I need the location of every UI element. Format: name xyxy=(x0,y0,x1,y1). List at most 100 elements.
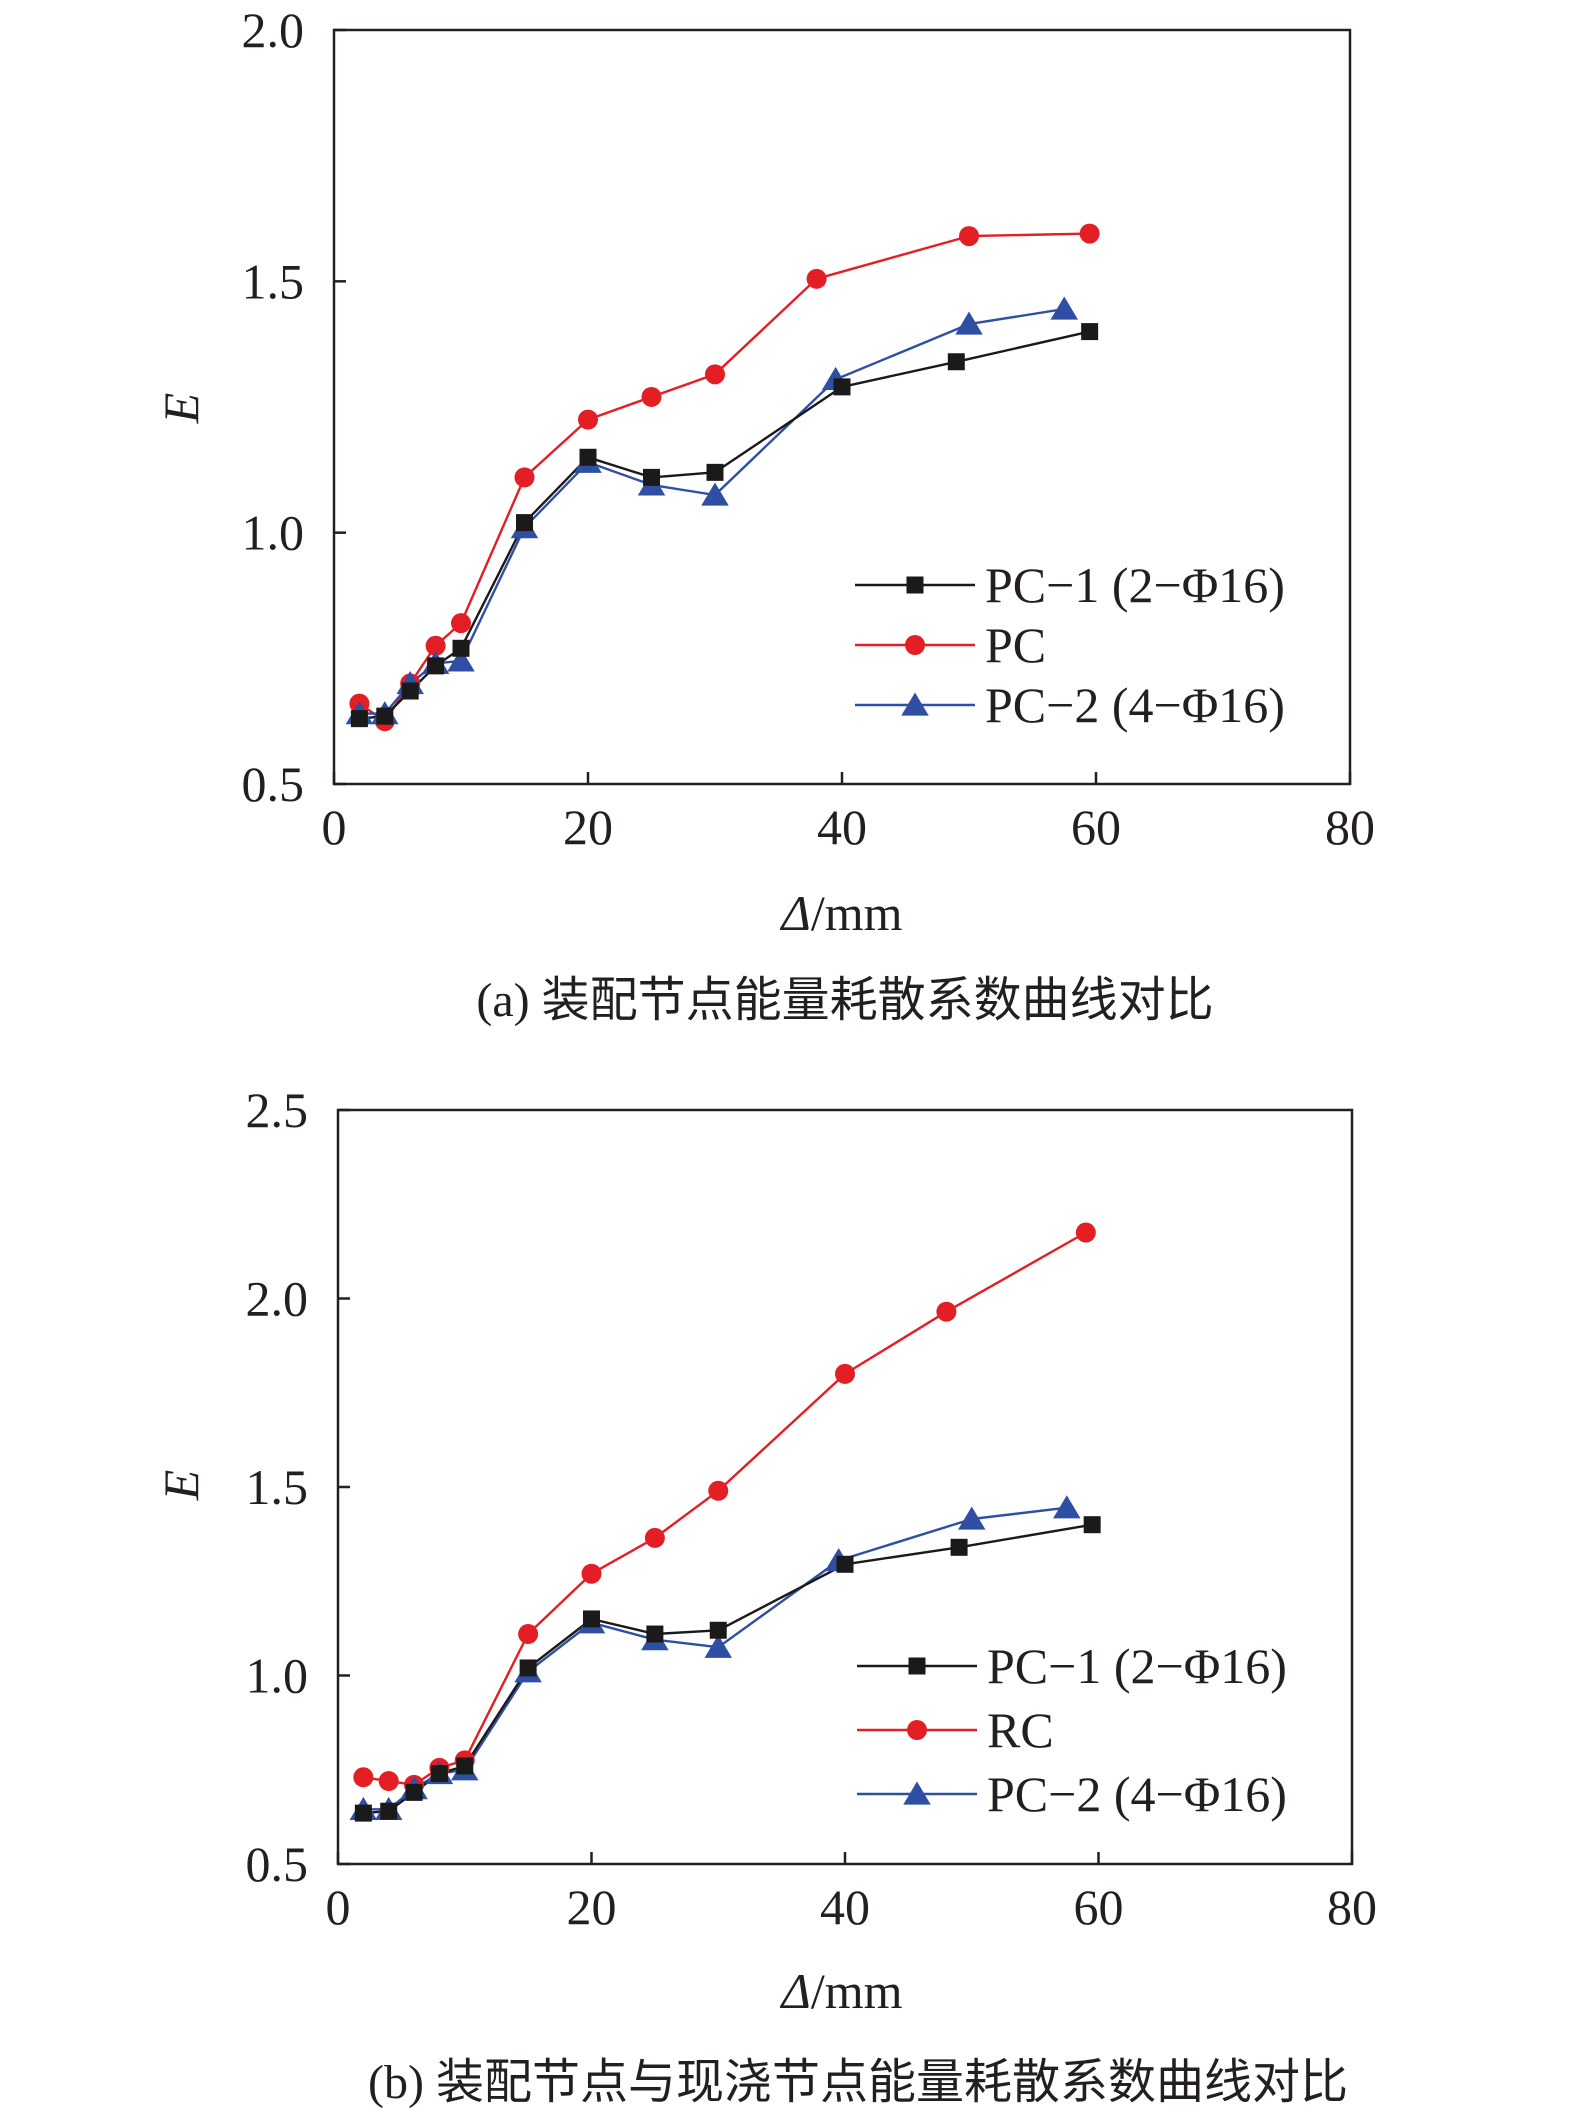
caption-b: (b) 装配节点与现浇节点能量耗散系数曲线对比 xyxy=(368,2056,1348,2109)
data-point xyxy=(936,1301,957,1322)
data-point xyxy=(427,657,445,675)
series-markers-circle xyxy=(353,1222,1096,1795)
data-point xyxy=(405,1783,423,1801)
y-tick-label: 1.0 xyxy=(246,1648,309,1704)
x-tick-label: 20 xyxy=(563,799,613,855)
data-point xyxy=(1083,1516,1101,1534)
plot-area-frame xyxy=(332,28,1352,786)
x-axis-label: Δ/mm xyxy=(779,885,902,941)
x-tick-label: 80 xyxy=(1325,799,1375,855)
data-point xyxy=(947,353,965,371)
data-point xyxy=(704,1634,732,1658)
data-point xyxy=(1053,1495,1081,1519)
legend-swatch-marker xyxy=(907,1720,927,1740)
data-point xyxy=(579,448,597,466)
legend-entry: PC−1 (2−Φ16) xyxy=(857,1638,1287,1694)
data-point xyxy=(1075,1222,1096,1243)
data-point xyxy=(452,639,470,657)
x-tick-label: 0 xyxy=(322,799,347,855)
data-point xyxy=(350,710,368,728)
legend-swatch-marker xyxy=(901,692,929,716)
x-tick-label: 60 xyxy=(1071,799,1121,855)
legend-entry: PC−2 (4−Φ16) xyxy=(855,677,1285,733)
x-axis-label-symbol: Δ xyxy=(779,1963,810,2019)
data-point xyxy=(516,514,533,532)
data-point xyxy=(376,707,394,725)
legend-label: PC−1 (2−Φ16) xyxy=(985,557,1285,613)
data-point xyxy=(643,468,660,486)
data-point xyxy=(950,1538,968,1556)
legend-swatch-marker xyxy=(903,1781,931,1805)
series-line-square xyxy=(359,330,1090,720)
data-point xyxy=(378,1771,399,1792)
x-tick-label: 0 xyxy=(326,1879,351,1935)
legend-label: PC−2 (4−Φ16) xyxy=(985,677,1285,733)
legend-label: RC xyxy=(987,1702,1054,1758)
chart-panel-b: 0 20 40 60 800.51.01.52.02.5 PC−1 (2−Φ16)RCP… xyxy=(153,1082,1377,2109)
data-point xyxy=(354,1804,372,1822)
series-markers-square xyxy=(354,1516,1101,1822)
caption-a: (a) 装配节点能量耗散系数曲线对比 xyxy=(476,974,1213,1027)
x-tick-label: 20 xyxy=(567,1879,617,1935)
series-markers-triangle xyxy=(345,296,1078,725)
legend-swatch-marker xyxy=(908,1657,926,1675)
y-axis-label: E xyxy=(153,1470,209,1502)
data-point xyxy=(959,226,979,247)
data-point xyxy=(456,1757,474,1775)
data-point xyxy=(955,311,983,335)
data-point xyxy=(425,635,446,656)
data-point xyxy=(380,1802,398,1820)
legend-entry: RC xyxy=(857,1702,1054,1758)
series-markers-square xyxy=(350,323,1099,728)
legend: PC−1 (2−Φ16) RC PC−2 (4−Φ16) xyxy=(857,1638,1287,1822)
legend-swatch-marker xyxy=(906,576,924,594)
data-point xyxy=(709,1621,727,1639)
data-point xyxy=(578,409,598,430)
data-point xyxy=(1081,323,1099,341)
x-tick-label: 40 xyxy=(817,799,867,855)
data-point xyxy=(644,1527,665,1548)
data-point xyxy=(835,1363,855,1384)
x-axis-label: Δ/mm xyxy=(779,1963,902,2019)
y-tick-label: 2.0 xyxy=(242,2,305,58)
data-point xyxy=(581,1563,602,1584)
data-point xyxy=(705,364,725,385)
data-point xyxy=(641,386,662,407)
data-point xyxy=(447,648,475,672)
data-point xyxy=(514,467,535,488)
x-axis-label-unit: /mm xyxy=(811,885,903,941)
data-point xyxy=(353,1767,374,1788)
data-point xyxy=(706,463,724,481)
data-point xyxy=(401,682,419,700)
data-point xyxy=(646,1625,664,1643)
data-point xyxy=(1079,223,1100,244)
data-point xyxy=(833,378,851,396)
data-point xyxy=(1050,296,1078,320)
x-axis-label-symbol: Δ xyxy=(779,885,810,941)
x-tick-label: 60 xyxy=(1074,1879,1124,1935)
data-point xyxy=(701,482,729,506)
legend-entry: PC xyxy=(855,617,1046,673)
y-tick-label: 1.5 xyxy=(246,1459,309,1515)
legend-label: PC xyxy=(985,617,1046,673)
data-point xyxy=(836,1555,854,1573)
series-line-circle xyxy=(363,1231,1087,1787)
legend-label: PC−1 (2−Φ16) xyxy=(987,1638,1287,1694)
y-axis-label: E xyxy=(153,393,209,425)
data-point xyxy=(519,1659,537,1677)
y-tick-label: 1.5 xyxy=(242,253,305,309)
y-tick-label: 0.5 xyxy=(246,1836,309,1892)
y-tick-label: 0.5 xyxy=(242,756,305,812)
y-tick-label: 1.0 xyxy=(242,505,305,561)
data-point xyxy=(583,1610,600,1628)
y-tick-label: 2.0 xyxy=(246,1271,309,1327)
x-axis-label-unit: /mm xyxy=(811,1963,903,2019)
legend-entry: PC−1 (2−Φ16) xyxy=(855,557,1285,613)
legend-label: PC−2 (4−Φ16) xyxy=(987,1766,1287,1822)
data-point xyxy=(958,1506,986,1530)
data-point xyxy=(451,613,471,634)
data-point xyxy=(430,1765,448,1783)
y-tick-label: 2.5 xyxy=(246,1082,309,1138)
